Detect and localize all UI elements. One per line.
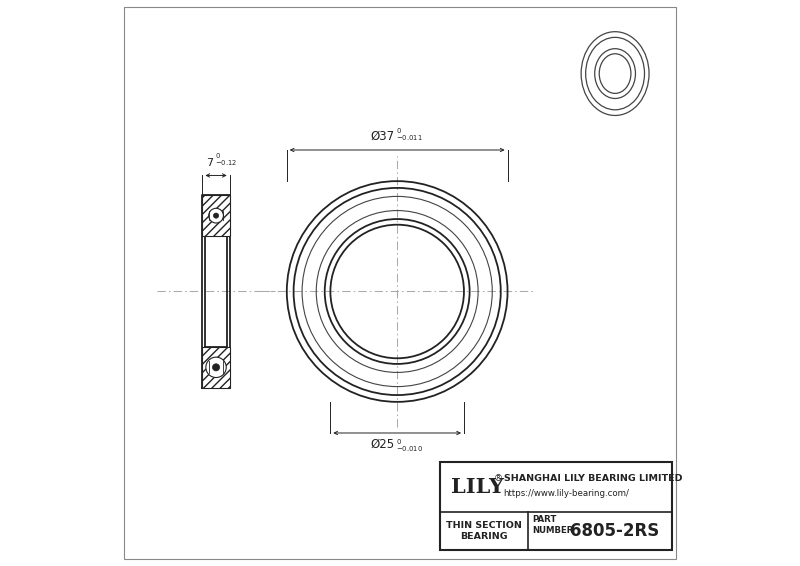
Text: 6805-2RS: 6805-2RS bbox=[570, 522, 659, 540]
Text: ®: ® bbox=[494, 474, 502, 483]
Text: https://www.lily-bearing.com/: https://www.lily-bearing.com/ bbox=[503, 489, 630, 498]
Circle shape bbox=[209, 208, 223, 223]
Circle shape bbox=[214, 213, 218, 218]
Text: PART
NUMBER: PART NUMBER bbox=[532, 516, 574, 535]
Text: $\mathregular{^0_{-0.011}}$: $\mathregular{^0_{-0.011}}$ bbox=[396, 126, 422, 143]
Text: SHANGHAI LILY BEARING LIMITED: SHANGHAI LILY BEARING LIMITED bbox=[503, 474, 682, 483]
Bar bbox=[202, 347, 230, 388]
Bar bbox=[440, 462, 672, 550]
Text: THIN SECTION
BEARING: THIN SECTION BEARING bbox=[446, 521, 522, 541]
Text: Ø25: Ø25 bbox=[370, 438, 394, 451]
Text: LILY: LILY bbox=[451, 477, 504, 497]
Circle shape bbox=[206, 357, 226, 378]
Circle shape bbox=[213, 364, 220, 371]
Text: $\mathregular{^0_{-0.010}}$: $\mathregular{^0_{-0.010}}$ bbox=[396, 438, 423, 454]
Text: Ø37: Ø37 bbox=[370, 130, 394, 143]
Text: 7: 7 bbox=[206, 158, 214, 168]
Bar bbox=[202, 195, 230, 236]
Text: $\mathregular{^0_{-0.12}}$: $\mathregular{^0_{-0.12}}$ bbox=[215, 151, 237, 168]
